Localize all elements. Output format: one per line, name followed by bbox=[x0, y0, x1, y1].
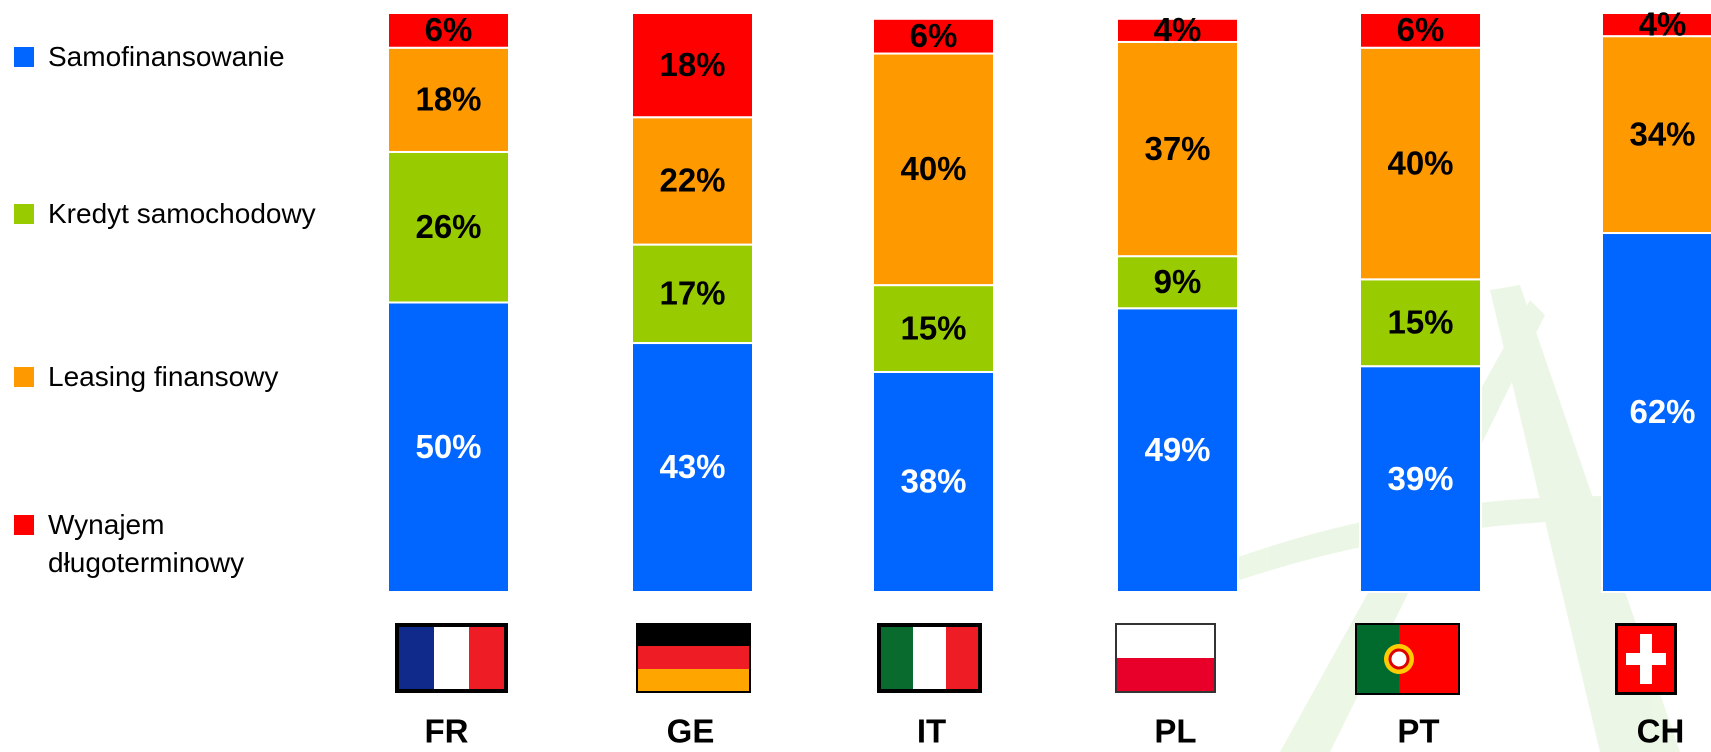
data-label: 6% bbox=[910, 17, 958, 54]
bar-segment bbox=[1359, 278, 1482, 368]
legend-swatch bbox=[14, 367, 34, 387]
data-label: 15% bbox=[1387, 303, 1453, 340]
data-label: 43% bbox=[659, 448, 725, 485]
data-label: 39% bbox=[1387, 460, 1453, 497]
flag-pt bbox=[1355, 623, 1460, 695]
data-label: 26% bbox=[415, 208, 481, 245]
category-label: FR bbox=[425, 713, 469, 750]
legend-item: Samofinansowanie bbox=[14, 41, 344, 76]
bar-segment bbox=[1601, 35, 1711, 235]
bar-segment bbox=[631, 116, 754, 246]
category-label: PT bbox=[1397, 713, 1439, 750]
legend-item: Kredyt samochodowy bbox=[14, 198, 344, 233]
bar-segment bbox=[631, 342, 754, 593]
legend-swatch bbox=[14, 47, 34, 67]
flag-fr bbox=[395, 623, 508, 693]
data-label: 15% bbox=[900, 309, 966, 346]
flag-pl bbox=[1115, 623, 1216, 693]
category-label: GE bbox=[667, 713, 715, 750]
bar-segment bbox=[387, 150, 510, 304]
data-label: 40% bbox=[900, 150, 966, 187]
legend-swatch bbox=[14, 515, 34, 535]
flags bbox=[395, 623, 1677, 695]
data-label: 22% bbox=[659, 162, 725, 199]
bar-segment bbox=[1116, 307, 1239, 593]
legend-item: Leasing finansowy bbox=[14, 361, 344, 396]
bar-segment bbox=[631, 243, 754, 345]
flag-ge bbox=[636, 623, 751, 693]
legend-item: Wynajem długoterminowy bbox=[14, 509, 344, 582]
bar-segment bbox=[387, 301, 510, 593]
data-label: 4% bbox=[1639, 5, 1687, 42]
data-label: 50% bbox=[415, 428, 481, 465]
data-label: 38% bbox=[900, 463, 966, 500]
data-label: 37% bbox=[1144, 130, 1210, 167]
bar-segment bbox=[872, 17, 995, 55]
bar-segment bbox=[1359, 365, 1482, 593]
data-label: 49% bbox=[1144, 431, 1210, 468]
category-label: CH bbox=[1637, 713, 1685, 750]
bar-segment bbox=[1601, 12, 1711, 38]
data-label: 18% bbox=[415, 81, 481, 118]
flag-ch bbox=[1615, 623, 1677, 695]
legend-label: Kredyt samochodowy bbox=[48, 198, 316, 229]
data-label: 6% bbox=[425, 11, 473, 48]
data-label: 62% bbox=[1629, 393, 1695, 430]
data-label: 34% bbox=[1629, 115, 1695, 152]
bar-segment bbox=[631, 12, 754, 119]
bar-segment bbox=[387, 12, 510, 49]
data-label: 4% bbox=[1154, 11, 1202, 48]
data-label: 18% bbox=[659, 46, 725, 83]
category-label: PL bbox=[1154, 713, 1196, 750]
legend-label: Wynajem długoterminowy bbox=[48, 509, 245, 578]
data-label: 6% bbox=[1397, 11, 1445, 48]
bar-segment bbox=[1359, 46, 1482, 281]
bar-segment bbox=[1116, 17, 1239, 43]
legend-swatch bbox=[14, 204, 34, 224]
data-label: 17% bbox=[659, 275, 725, 312]
data-label: 40% bbox=[1387, 144, 1453, 181]
data-label: 9% bbox=[1154, 263, 1202, 300]
bar-segment bbox=[872, 370, 995, 594]
bar-segment bbox=[1359, 12, 1482, 49]
legend-label: Leasing finansowy bbox=[48, 361, 279, 392]
category-label: IT bbox=[917, 713, 946, 750]
legend-label: Samofinansowanie bbox=[48, 41, 285, 72]
bar-segment bbox=[387, 46, 510, 153]
flag-it bbox=[877, 623, 982, 693]
